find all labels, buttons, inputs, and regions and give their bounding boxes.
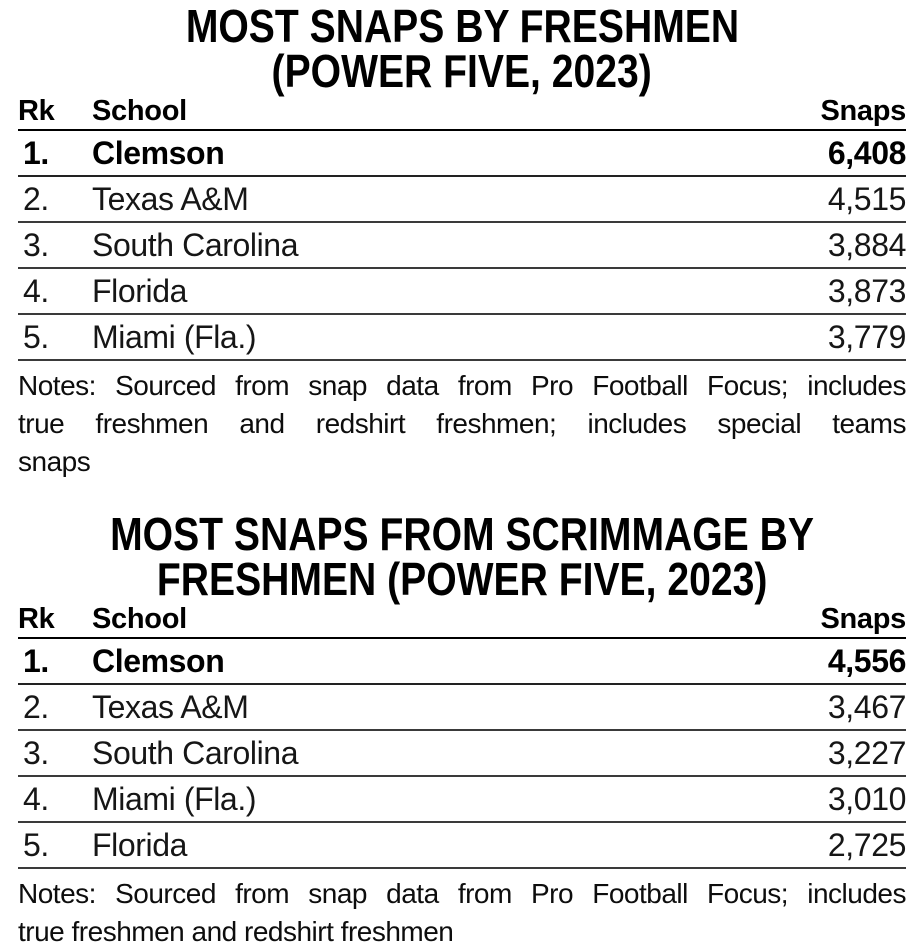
snaps-cell: 4,515 [827, 180, 906, 217]
rank-cell: 2. [23, 180, 49, 217]
column-header-snaps: Snaps [820, 603, 906, 635]
column-header-school: School [92, 95, 187, 127]
rank-cell: 2. [23, 688, 49, 725]
table-title-line-2: (POWER FIVE, 2023) [271, 45, 653, 97]
table-title: MOST SNAPS BY FRESHMEN (POWER FIVE, 2023… [18, 0, 906, 97]
table-row: 1. Clemson 6,408 [18, 131, 906, 177]
snaps-cell: 3,227 [827, 734, 906, 771]
school-cell: Clemson [92, 642, 225, 679]
school-cell: Miami (Fla.) [92, 318, 257, 355]
notes-line: true freshmen and redshirt freshmen [18, 916, 454, 947]
snaps-cell: 3,884 [827, 226, 906, 263]
table-row: 5. Florida 2,725 [18, 823, 906, 869]
table-row: 3. South Carolina 3,884 [18, 223, 906, 269]
column-header-snaps: Snaps [820, 95, 906, 127]
school-cell: Clemson [92, 134, 225, 171]
table-title-line-2: FRESHMEN (POWER FIVE, 2023) [156, 553, 768, 605]
table-title-line-1: MOST SNAPS BY FRESHMEN [185, 0, 739, 52]
column-header-school: School [92, 603, 187, 635]
rank-cell: 4. [23, 780, 49, 817]
notes: Notes: Sourced from snap data from Pro F… [18, 367, 906, 481]
snaps-cell: 3,467 [827, 688, 906, 725]
rank-cell: 5. [23, 318, 49, 355]
rank-cell: 5. [23, 826, 49, 863]
table-header-row: Rk School Snaps [18, 94, 906, 131]
snaps-cell: 4,556 [827, 642, 906, 679]
table-row: 3. South Carolina 3,227 [18, 731, 906, 777]
notes-line: Notes: Sourced from snap data from Pro F… [18, 878, 906, 909]
table-row: 2. Texas A&M 4,515 [18, 177, 906, 223]
school-cell: Florida [92, 272, 188, 309]
table-row: 4. Miami (Fla.) 3,010 [18, 777, 906, 823]
snaps-cell: 2,725 [827, 826, 906, 863]
table-row: 2. Texas A&M 3,467 [18, 685, 906, 731]
rank-cell: 1. [23, 642, 49, 679]
table-row: 5. Miami (Fla.) 3,779 [18, 315, 906, 361]
notes-line: snaps [18, 446, 91, 477]
snaps-cell: 3,873 [827, 272, 906, 309]
column-header-rank: Rk [18, 95, 55, 127]
table-title-line-1: MOST SNAPS FROM SCRIMMAGE BY [110, 508, 814, 560]
school-cell: Texas A&M [92, 180, 249, 217]
notes: Notes: Sourced from snap data from Pro F… [18, 875, 906, 951]
school-cell: Florida [92, 826, 188, 863]
table-header-row: Rk School Snaps [18, 602, 906, 639]
column-header-rank: Rk [18, 603, 55, 635]
table-title: MOST SNAPS FROM SCRIMMAGE BY FRESHMEN (P… [18, 508, 906, 605]
school-cell: South Carolina [92, 734, 299, 771]
table-row: 1. Clemson 4,556 [18, 639, 906, 685]
rank-cell: 1. [23, 134, 49, 171]
rank-cell: 4. [23, 272, 49, 309]
table-row: 4. Florida 3,873 [18, 269, 906, 315]
rank-cell: 3. [23, 226, 49, 263]
table-section-scrimmage-snaps: MOST SNAPS FROM SCRIMMAGE BY FRESHMEN (P… [18, 508, 906, 951]
notes-line: Notes: Sourced from snap data from Pro F… [18, 370, 906, 401]
rank-cell: 3. [23, 734, 49, 771]
snaps-cell: 6,408 [827, 134, 906, 171]
table-section-total-snaps: MOST SNAPS BY FRESHMEN (POWER FIVE, 2023… [18, 0, 906, 481]
snaps-cell: 3,010 [827, 780, 906, 817]
school-cell: South Carolina [92, 226, 299, 263]
snaps-cell: 3,779 [827, 318, 906, 355]
school-cell: Texas A&M [92, 688, 249, 725]
notes-line: true freshmen and redshirt freshmen; inc… [18, 408, 906, 439]
school-cell: Miami (Fla.) [92, 780, 257, 817]
